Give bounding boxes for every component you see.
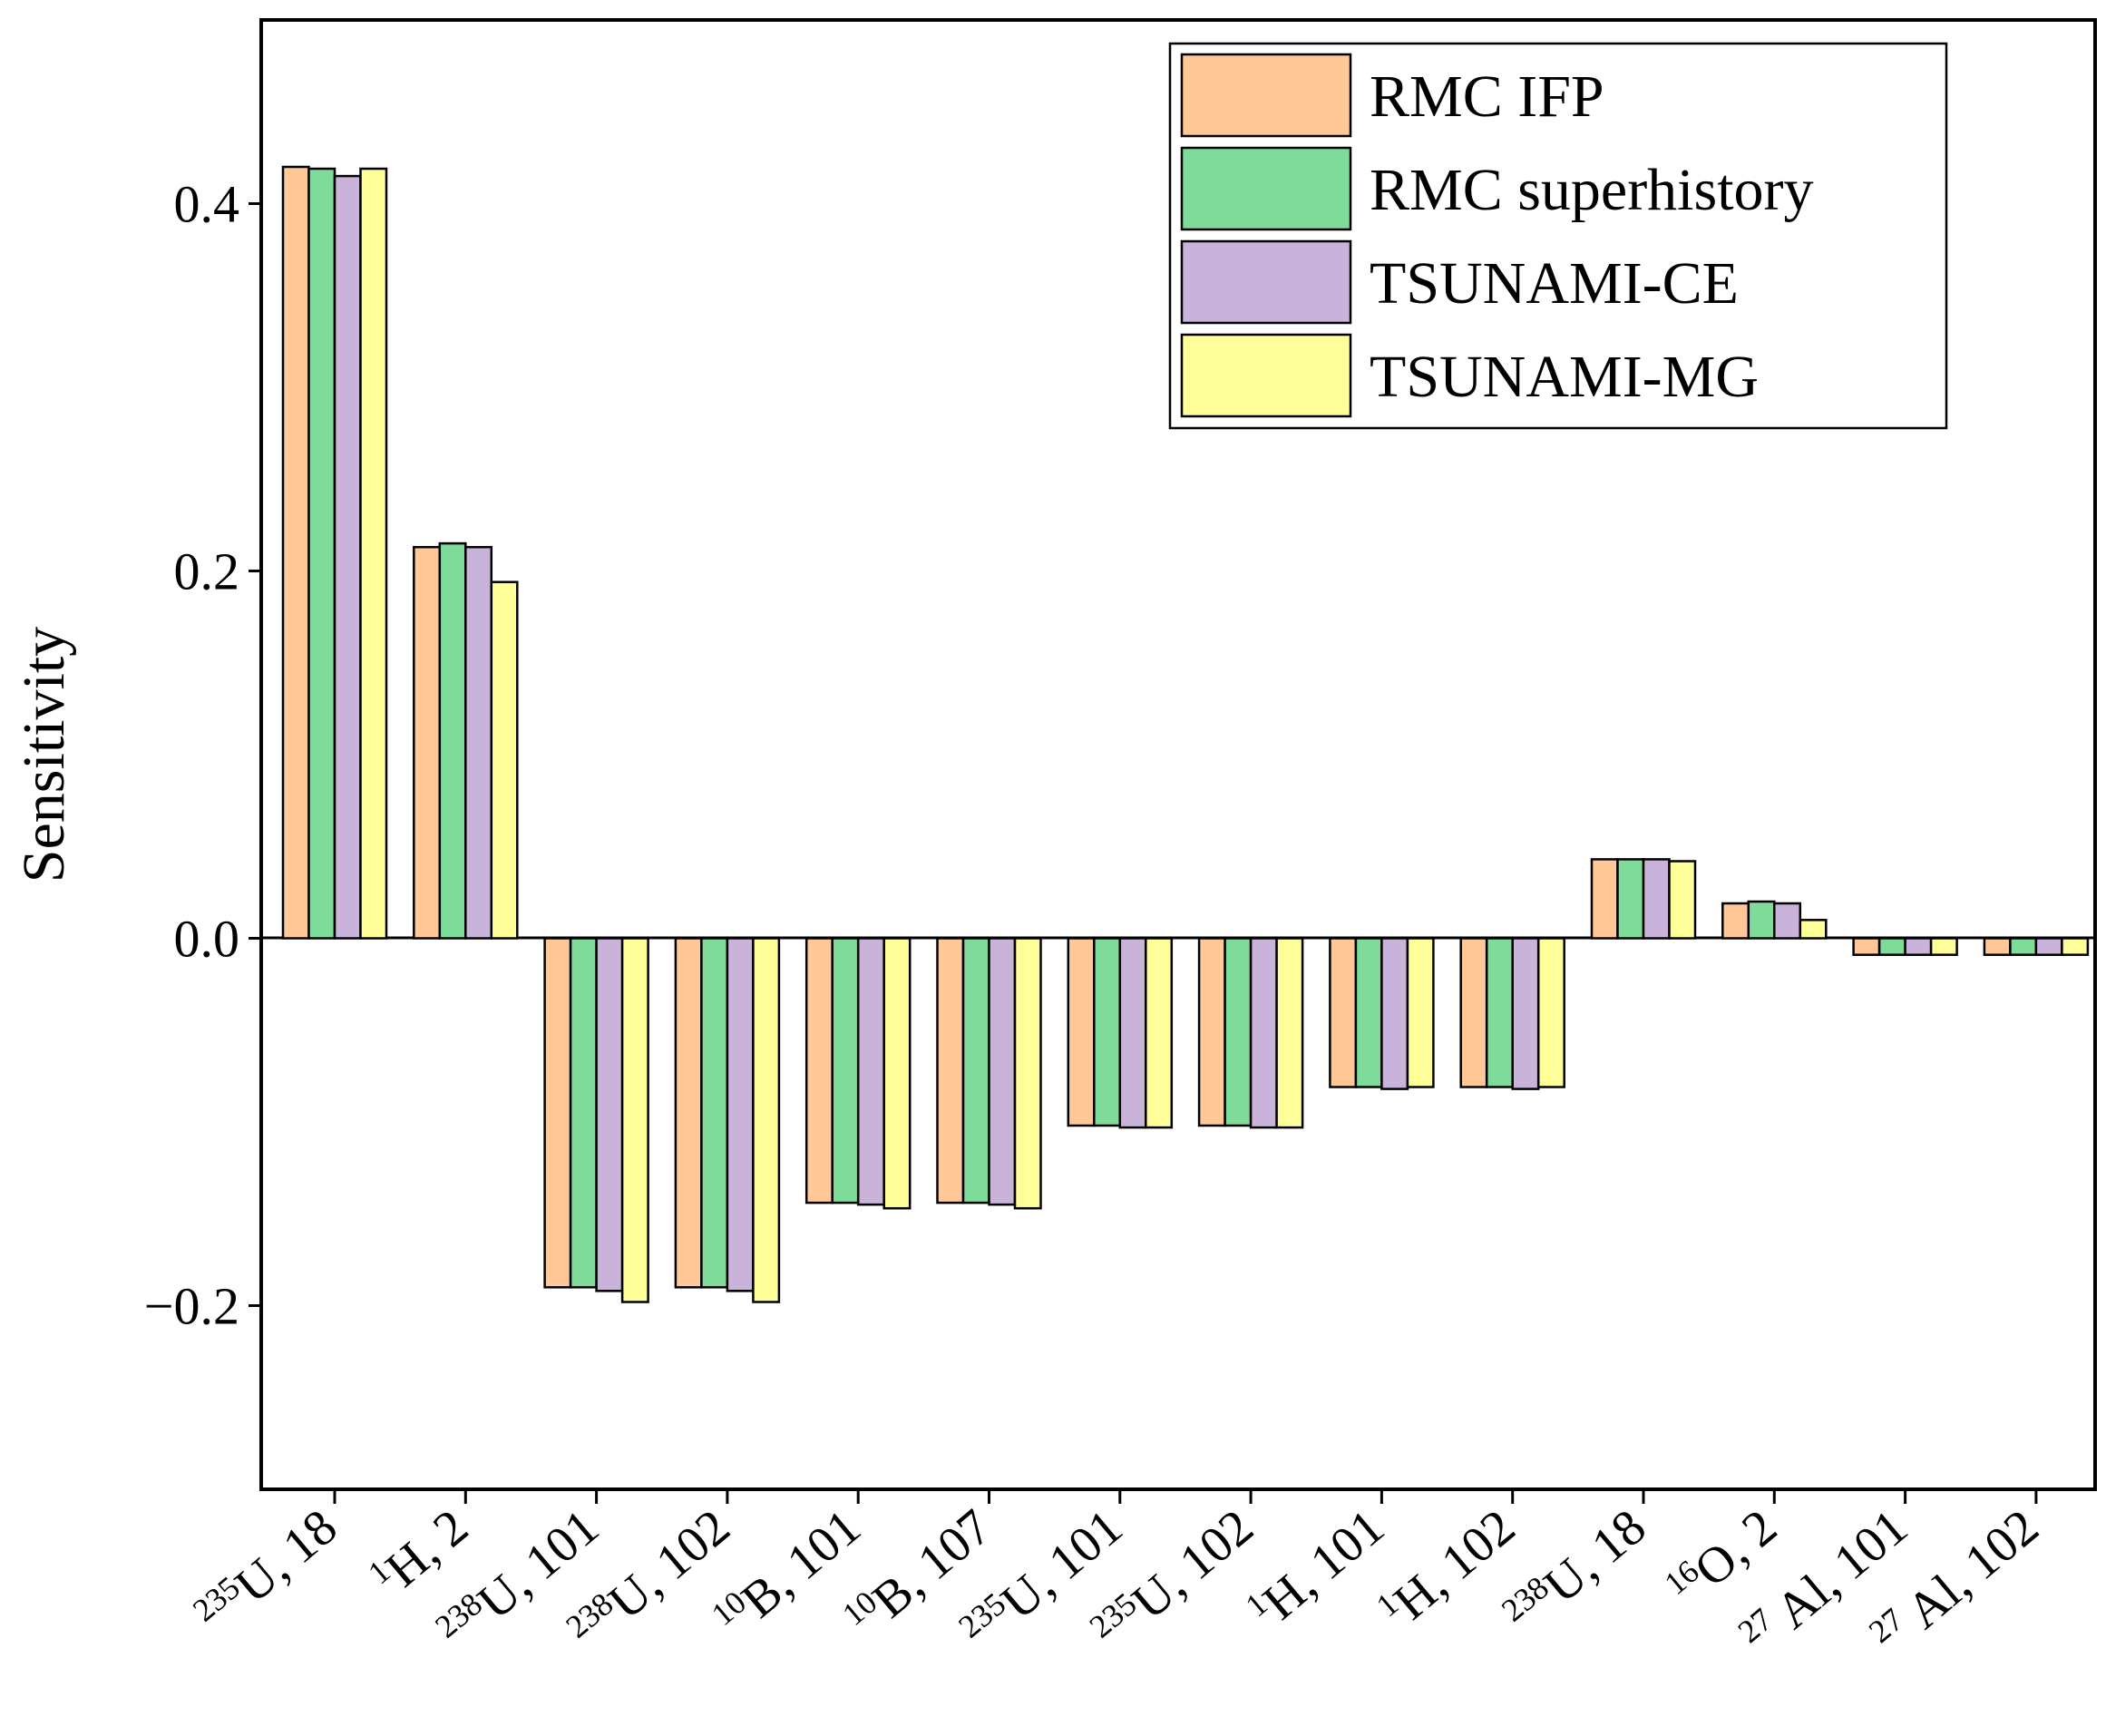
plot-frame <box>259 18 2097 1491</box>
x-tick-label: 1H, 101 <box>1238 1497 1394 1641</box>
bar-rmc-ifp-3 <box>674 937 703 1289</box>
bar-rmc-ifp-9 <box>1459 937 1488 1088</box>
bar-tsunami-mg-11 <box>1799 919 1828 940</box>
bar-tsunami-mg-10 <box>1668 860 1697 940</box>
y-axis-label: Sensitivity <box>11 627 77 883</box>
bar-rmc-ifp-0 <box>281 165 310 940</box>
bar-rmc-ifp-5 <box>936 937 965 1204</box>
bar-rmc-superhistory-7 <box>1224 937 1253 1127</box>
bar-rmc-superhistory-9 <box>1485 937 1514 1088</box>
bar-rmc-superhistory-2 <box>569 937 598 1289</box>
x-tick-label: 238U, 18 <box>1495 1497 1656 1646</box>
bar-tsunami-mg-2 <box>620 937 649 1303</box>
bar-tsunami-ce-3 <box>726 937 755 1292</box>
x-tick-label: 10B, 101 <box>705 1497 872 1650</box>
legend: RMC IFP RMC superhistory TSUNAMI-CE TSUNAMI… <box>1168 42 1948 430</box>
legend-swatch <box>1180 53 1352 138</box>
bar-rmc-superhistory-4 <box>831 937 860 1204</box>
bar-rmc-ifp-6 <box>1067 937 1096 1127</box>
bar-tsunami-ce-10 <box>1642 858 1671 940</box>
bar-tsunami-ce-12 <box>1904 937 1933 956</box>
bar-tsunami-mg-7 <box>1275 937 1304 1129</box>
bar-rmc-superhistory-13 <box>2009 937 2038 956</box>
y-tick-label: 0.2 <box>174 542 240 601</box>
bar-tsunami-mg-1 <box>490 580 519 940</box>
bar-tsunami-mg-3 <box>752 937 781 1303</box>
bar-tsunami-ce-9 <box>1511 937 1540 1090</box>
bar-tsunami-ce-8 <box>1380 937 1409 1090</box>
bar-rmc-ifp-7 <box>1197 937 1226 1127</box>
y-tick-label: 0.0 <box>174 910 240 969</box>
y-tick-label: 0.4 <box>174 175 240 234</box>
bar-rmc-superhistory-0 <box>307 167 336 940</box>
bar-rmc-superhistory-5 <box>961 937 990 1204</box>
bar-rmc-superhistory-1 <box>438 541 467 940</box>
bar-tsunami-ce-6 <box>1118 937 1147 1129</box>
y-tick-label: −0.2 <box>144 1277 239 1336</box>
bar-rmc-superhistory-3 <box>700 937 729 1289</box>
bar-tsunami-ce-4 <box>856 937 885 1206</box>
bar-rmc-ifp-12 <box>1852 937 1881 956</box>
bar-rmc-ifp-11 <box>1721 902 1750 940</box>
bar-tsunami-ce-1 <box>464 545 493 940</box>
x-tick-label: 235U, 18 <box>186 1497 347 1646</box>
bar-tsunami-ce-5 <box>988 937 1017 1206</box>
x-tick-label-text: Al, 102 <box>1888 1498 2049 1646</box>
bar-rmc-superhistory-8 <box>1354 937 1383 1088</box>
x-tick-label-text: H, 101 <box>1253 1498 1395 1630</box>
legend-swatch <box>1180 333 1352 418</box>
bar-tsunami-ce-0 <box>333 174 362 940</box>
x-tick-label-text: U, 102 <box>1122 1498 1264 1630</box>
bar-rmc-ifp-1 <box>413 545 442 940</box>
bar-tsunami-mg-12 <box>1929 937 1958 956</box>
legend-label: RMC IFP <box>1370 63 1604 130</box>
bar-tsunami-ce-11 <box>1773 902 1802 940</box>
bar-tsunami-mg-5 <box>1013 937 1042 1210</box>
bar-rmc-superhistory-12 <box>1877 937 1906 956</box>
bar-tsunami-mg-0 <box>359 167 388 940</box>
y-axis: −0.2 0.0 0.2 0.4 <box>144 175 261 1336</box>
bar-rmc-ifp-13 <box>1983 937 2012 956</box>
bar-tsunami-mg-13 <box>2061 937 2090 956</box>
bar-tsunami-mg-6 <box>1145 937 1174 1129</box>
bar-rmc-ifp-8 <box>1329 937 1358 1088</box>
bar-tsunami-ce-2 <box>595 937 624 1292</box>
bar-tsunami-mg-4 <box>882 937 912 1210</box>
bar-tsunami-mg-9 <box>1536 937 1565 1088</box>
bar-rmc-superhistory-6 <box>1093 937 1122 1127</box>
bar-tsunami-ce-7 <box>1249 937 1278 1129</box>
bar-rmc-ifp-2 <box>543 937 572 1289</box>
legend-label: TSUNAMI-MG <box>1370 344 1759 410</box>
x-tick-label: 1H, 102 <box>1370 1497 1526 1641</box>
bar-rmc-superhistory-11 <box>1747 900 1776 940</box>
legend-swatch <box>1180 239 1352 325</box>
bar-tsunami-mg-8 <box>1406 937 1435 1088</box>
bar-rmc-superhistory-10 <box>1616 858 1645 940</box>
bar-rmc-ifp-10 <box>1590 858 1619 940</box>
legend-label: RMC superhistory <box>1370 157 1814 223</box>
bar-rmc-ifp-4 <box>804 937 834 1204</box>
legend-label: TSUNAMI-CE <box>1370 250 1739 317</box>
bar-series-group <box>281 165 2090 1303</box>
bar-tsunami-ce-13 <box>2034 937 2063 956</box>
legend-swatch <box>1180 146 1352 231</box>
